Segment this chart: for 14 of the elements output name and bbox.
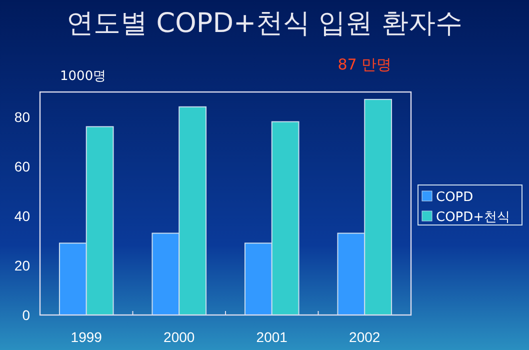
x-tick-label: 2001 [256, 329, 288, 345]
y-tick-label: 40 [14, 208, 30, 224]
y-tick-label: 20 [14, 257, 30, 274]
x-tick-label: 1999 [70, 329, 102, 345]
y-axis-title: 1000명 [60, 69, 106, 84]
legend-label: COPD [436, 190, 474, 205]
y-tick-label: 80 [14, 108, 30, 125]
chart-title: 연도별 COPD+천식 입원 환자수 [66, 8, 462, 39]
y-tick-label: 60 [14, 158, 30, 174]
annotation: 87 만명 [338, 55, 392, 74]
x-tick-label: 2002 [349, 329, 380, 345]
legend-label: COPD+천식 [436, 210, 510, 225]
x-tick-label: 2000 [164, 329, 195, 345]
y-tick-label: 0 [22, 307, 30, 323]
